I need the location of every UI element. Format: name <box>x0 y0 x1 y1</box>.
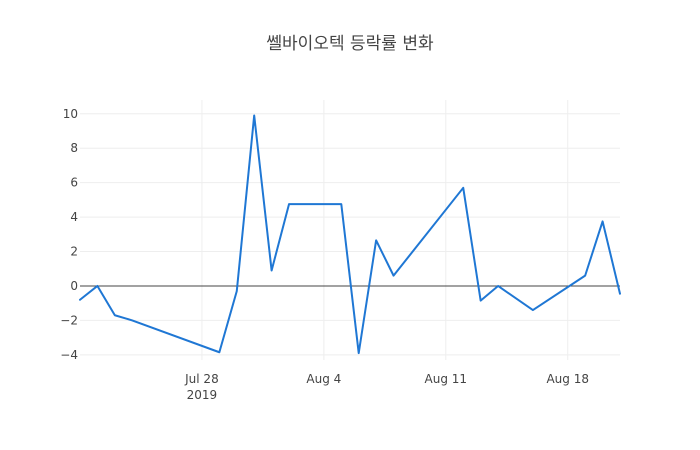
y-tick-label: −2 <box>60 313 78 327</box>
x-tick-label: Aug 18 <box>546 372 589 386</box>
x-tick-year-label: 2019 <box>187 388 218 402</box>
y-axis-ticks: −4 −2 0 2 4 6 8 10 <box>60 107 78 362</box>
series-layer <box>79 114 621 355</box>
x-tick-label: Jul 28 <box>184 372 219 386</box>
x-axis-ticks: Jul 28 2019 Aug 4 Aug 11 Aug 18 <box>184 372 589 402</box>
x-tick-label: Aug 4 <box>306 372 341 386</box>
y-tick-label: 6 <box>70 176 78 190</box>
series-line <box>79 114 621 355</box>
y-tick-label: 4 <box>70 210 78 224</box>
y-tick-label: 0 <box>70 279 78 293</box>
y-tick-label: −4 <box>60 348 78 362</box>
y-tick-label: 10 <box>63 107 78 121</box>
grid-lines <box>80 100 620 360</box>
x-tick-label: Aug 11 <box>425 372 468 386</box>
y-tick-label: 2 <box>70 245 78 259</box>
chart-title: 쎌바이오텍 등락률 변화 <box>266 34 434 54</box>
y-tick-label: 8 <box>70 141 78 155</box>
